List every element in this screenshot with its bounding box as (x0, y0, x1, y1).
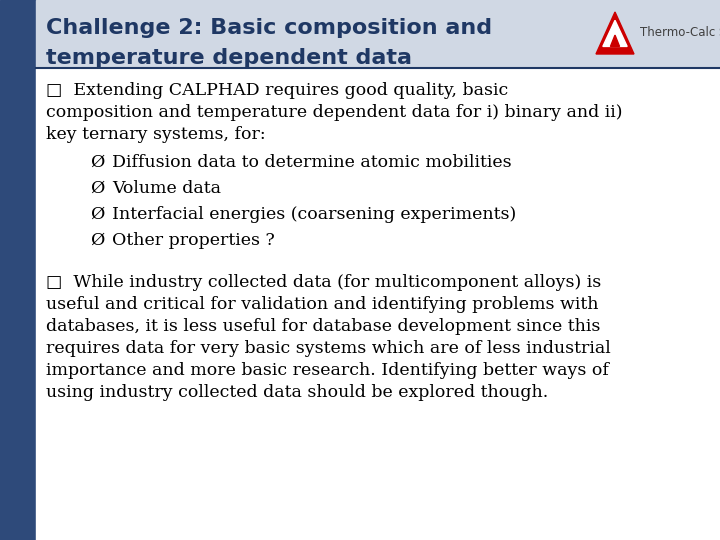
Bar (0, 0, 36, 540)
Text: Interfacial energies (coarsening experiments): Interfacial energies (coarsening experim… (112, 206, 516, 223)
Text: □  Extending CALPHAD requires good quality, basic: □ Extending CALPHAD requires good qualit… (46, 82, 508, 99)
Text: requires data for very basic systems which are of less industrial: requires data for very basic systems whi… (46, 340, 611, 357)
Text: importance and more basic research. Identifying better ways of: importance and more basic research. Iden… (46, 362, 609, 379)
Text: Ø: Ø (90, 232, 104, 249)
Text: composition and temperature dependent data for i) binary and ii): composition and temperature dependent da… (46, 104, 623, 121)
Text: Ø: Ø (90, 206, 104, 223)
Text: Diffusion data to determine atomic mobilities: Diffusion data to determine atomic mobil… (112, 154, 512, 171)
Text: temperature dependent data: temperature dependent data (46, 48, 412, 68)
Text: useful and critical for validation and identifying problems with: useful and critical for validation and i… (46, 296, 598, 313)
Text: Challenge 2: Basic composition and: Challenge 2: Basic composition and (46, 18, 492, 38)
Text: using industry collected data should be explored though.: using industry collected data should be … (46, 384, 548, 401)
Text: Thermo-Calc Software: Thermo-Calc Software (640, 26, 720, 39)
Bar (36, 68, 720, 540)
Polygon shape (603, 21, 627, 46)
Polygon shape (611, 35, 619, 46)
Polygon shape (596, 12, 634, 54)
Text: key ternary systems, for:: key ternary systems, for: (46, 126, 266, 143)
Text: Volume data: Volume data (112, 180, 221, 197)
Text: databases, it is less useful for database development since this: databases, it is less useful for databas… (46, 318, 600, 335)
Text: Ø: Ø (90, 154, 104, 171)
Text: □  While industry collected data (for multicomponent alloys) is: □ While industry collected data (for mul… (46, 274, 601, 291)
Bar (36, 0, 720, 68)
Text: Other properties ?: Other properties ? (112, 232, 275, 249)
Text: Ø: Ø (90, 180, 104, 197)
